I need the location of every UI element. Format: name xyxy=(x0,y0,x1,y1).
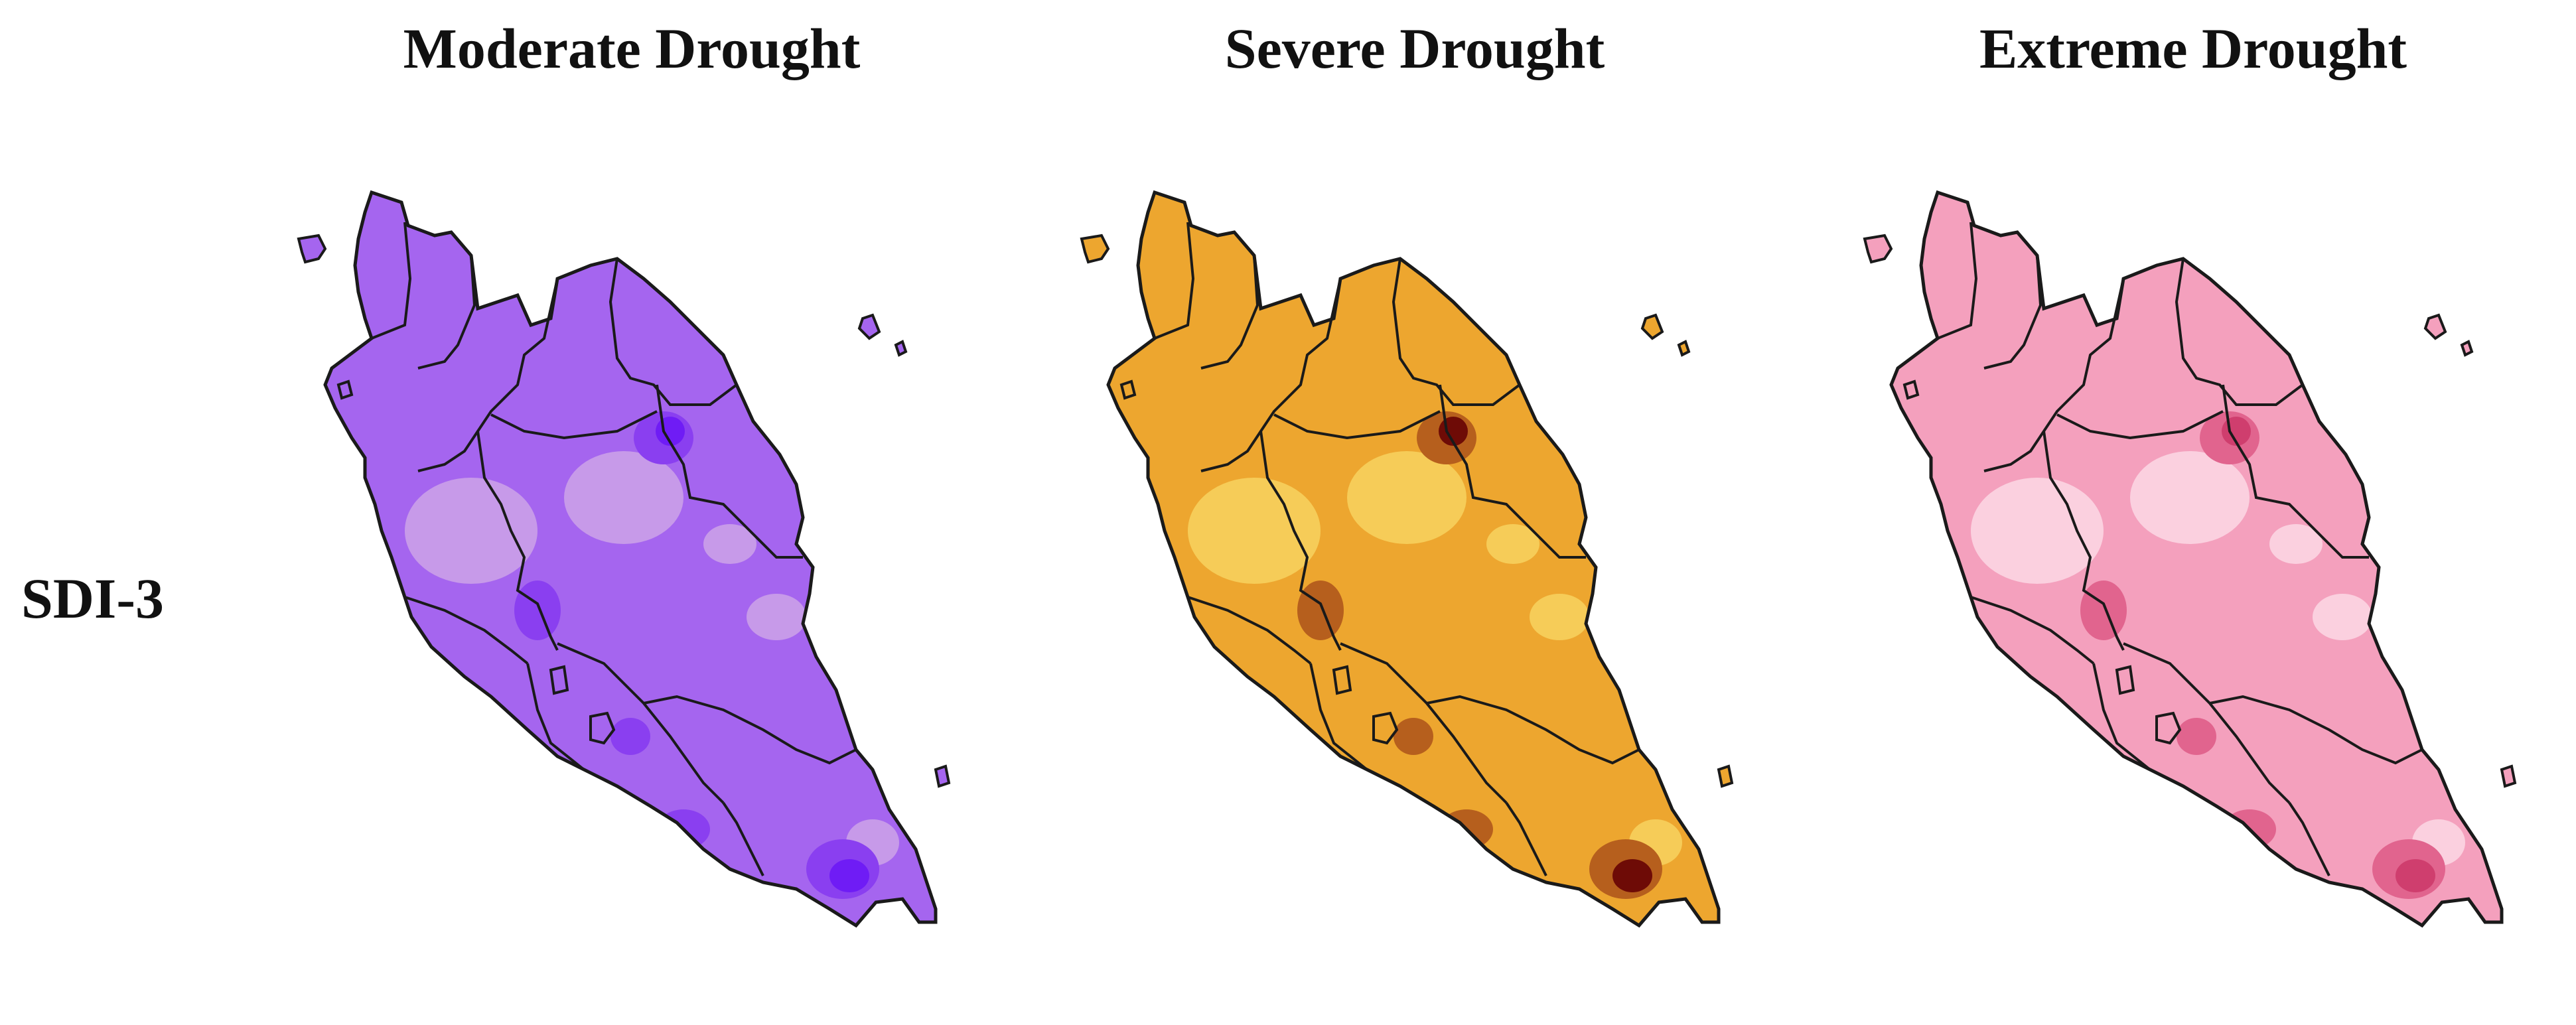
island xyxy=(1332,665,1352,695)
island xyxy=(1080,234,1110,264)
island xyxy=(894,340,908,357)
state-border xyxy=(417,278,559,472)
zone-dark xyxy=(1297,581,1344,640)
state-border xyxy=(643,695,857,765)
zone-darkest xyxy=(2396,859,2435,892)
zone-light xyxy=(2313,594,2372,640)
row-label-sdi3: SDI-3 xyxy=(21,567,165,630)
state-border xyxy=(2209,695,2423,765)
island xyxy=(336,379,354,400)
panel-title-extreme: Extreme Drought xyxy=(1979,17,2407,80)
zone-light xyxy=(1971,478,2104,584)
island xyxy=(1677,340,1691,357)
zone-light xyxy=(1486,524,1539,564)
state-border xyxy=(2092,663,2151,771)
state-border xyxy=(2056,410,2224,440)
state-border xyxy=(2288,801,2330,876)
island xyxy=(1372,711,1399,745)
state-border xyxy=(404,596,529,665)
zone-dark xyxy=(2177,718,2216,755)
zone-light xyxy=(2269,524,2323,564)
state-border xyxy=(2175,258,2304,406)
state-border xyxy=(2042,431,2125,651)
zone-light xyxy=(2130,451,2250,544)
state-border xyxy=(1154,222,1195,340)
island xyxy=(2500,764,2517,788)
zone-light xyxy=(1347,451,1467,544)
island xyxy=(2155,711,2182,745)
drought-intensity-zones xyxy=(405,411,899,899)
drought-map-moderate xyxy=(272,186,1055,1022)
drought-map-extreme xyxy=(1838,186,2576,1022)
state-border xyxy=(417,255,476,370)
peninsula-outline xyxy=(1106,190,1721,928)
state-border xyxy=(1970,596,2095,665)
state-border xyxy=(1259,431,1342,651)
panel-title-moderate: Moderate Drought xyxy=(403,17,861,80)
zone-darkest xyxy=(1612,859,1652,892)
zone-dark xyxy=(1394,718,1433,755)
island xyxy=(1119,379,1137,400)
state-border xyxy=(526,663,585,771)
state-border xyxy=(1983,278,2125,472)
state-border xyxy=(1392,258,1521,406)
peninsula-outline xyxy=(1889,190,2504,928)
state-border xyxy=(371,222,412,340)
state-border xyxy=(1200,278,1342,472)
zone-dark xyxy=(514,581,561,640)
island xyxy=(2115,665,2135,695)
state-border xyxy=(722,801,764,876)
state-border xyxy=(1983,255,2042,370)
island xyxy=(549,665,569,695)
island xyxy=(2460,340,2474,357)
island xyxy=(857,313,881,340)
zone-light xyxy=(564,451,683,544)
island xyxy=(589,711,616,745)
drought-intensity-zones xyxy=(1188,411,1682,899)
state-border xyxy=(1309,663,1368,771)
state-border xyxy=(1937,222,1978,340)
zone-dark xyxy=(610,718,650,755)
state-border xyxy=(656,384,803,559)
island xyxy=(1640,313,1664,340)
drought-map-severe xyxy=(1055,186,1838,1022)
state-border xyxy=(1187,596,1312,665)
island xyxy=(934,764,951,788)
drought-intensity-zones xyxy=(1971,411,2465,899)
state-border xyxy=(557,642,725,804)
state-border xyxy=(2222,384,2369,559)
zone-darkest xyxy=(829,859,869,892)
state-border xyxy=(1200,255,1259,370)
state-border xyxy=(1426,695,1640,765)
island xyxy=(297,234,327,264)
zone-light xyxy=(1188,478,1321,584)
state-border xyxy=(476,431,559,651)
state-border xyxy=(490,410,658,440)
state-border xyxy=(608,258,738,406)
zone-light xyxy=(703,524,756,564)
state-border xyxy=(1505,801,1547,876)
state-border xyxy=(1439,384,1586,559)
island xyxy=(1717,764,1734,788)
island xyxy=(1863,234,1893,264)
island xyxy=(2423,313,2447,340)
state-border xyxy=(2123,642,2291,804)
zone-light xyxy=(405,478,537,584)
island xyxy=(1902,379,1920,400)
panel-title-severe: Severe Drought xyxy=(1224,17,1605,80)
state-border xyxy=(1340,642,1508,804)
zone-light xyxy=(1530,594,1589,640)
state-border xyxy=(1273,410,1441,440)
zone-light xyxy=(747,594,806,640)
zone-dark xyxy=(2080,581,2127,640)
peninsula-outline xyxy=(323,190,938,928)
